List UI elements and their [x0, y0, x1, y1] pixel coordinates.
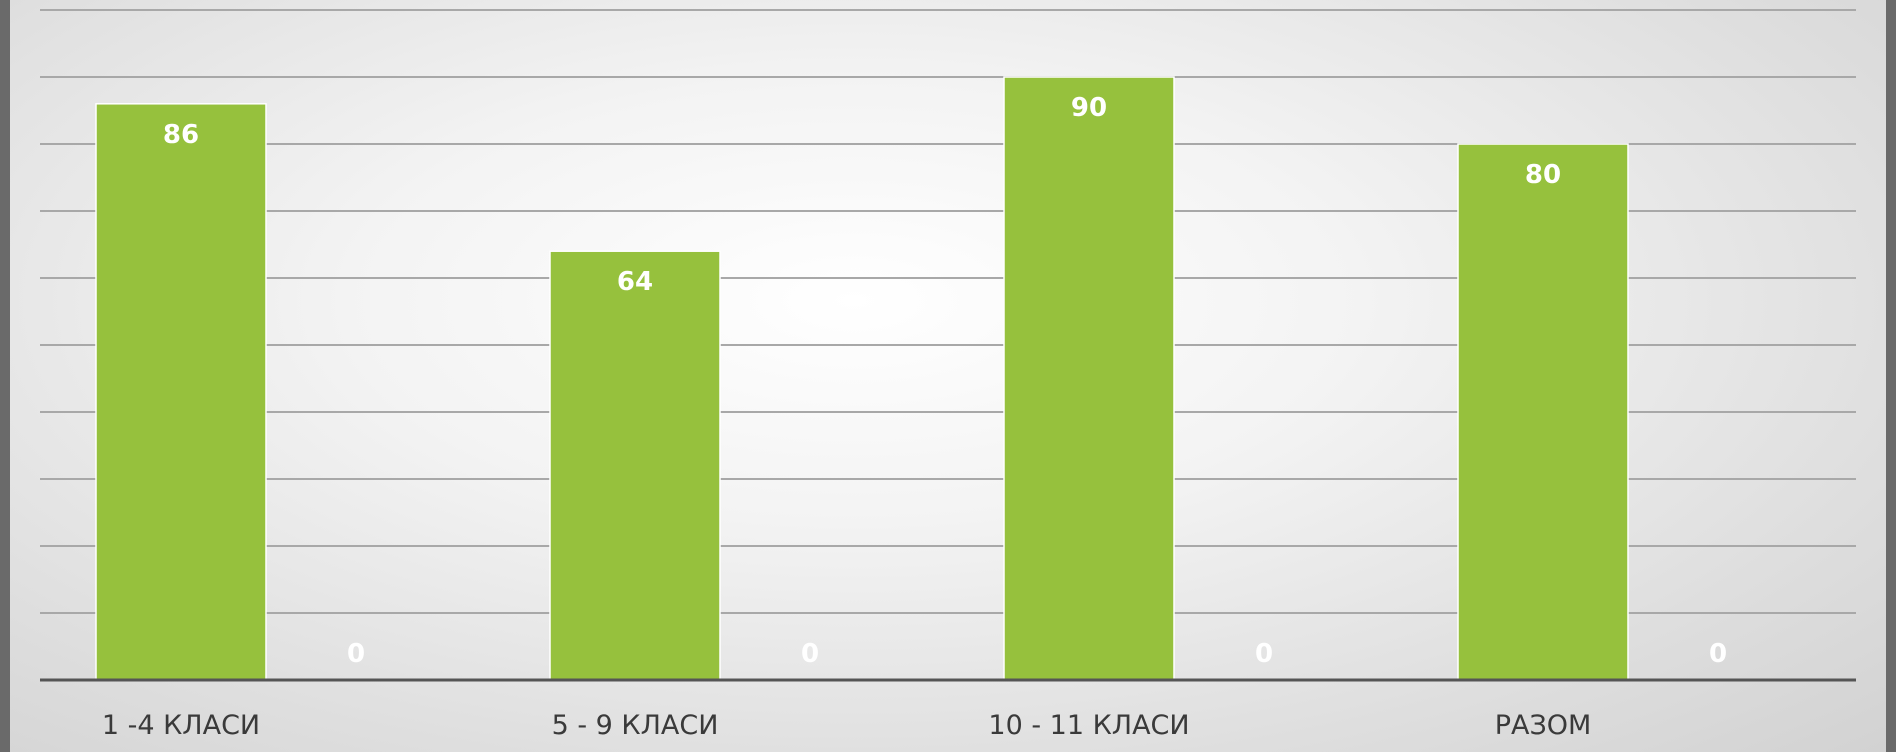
- x-tick-label: 1 -4 КЛАСИ: [102, 710, 260, 741]
- bar-value-label-series-2: 0: [347, 639, 365, 669]
- bar: [549, 250, 721, 681]
- x-tick-label: 10 - 11 КЛАСИ: [988, 710, 1189, 741]
- x-tick-label: 5 - 9 КЛАСИ: [552, 710, 719, 741]
- bar-value-label-series-2: 0: [1255, 639, 1273, 669]
- bar-value-label: 80: [1525, 160, 1561, 190]
- bar-value-label-series-2: 0: [801, 639, 819, 669]
- bar: [1003, 76, 1175, 681]
- bar-value-label: 90: [1071, 93, 1107, 123]
- x-tick-label: РАЗОМ: [1495, 710, 1592, 741]
- bar-value-label: 86: [163, 120, 199, 150]
- bar-value-label-series-2: 0: [1709, 639, 1727, 669]
- bar-value-label: 64: [617, 267, 653, 297]
- bar: [1457, 143, 1629, 681]
- bar: [95, 103, 267, 681]
